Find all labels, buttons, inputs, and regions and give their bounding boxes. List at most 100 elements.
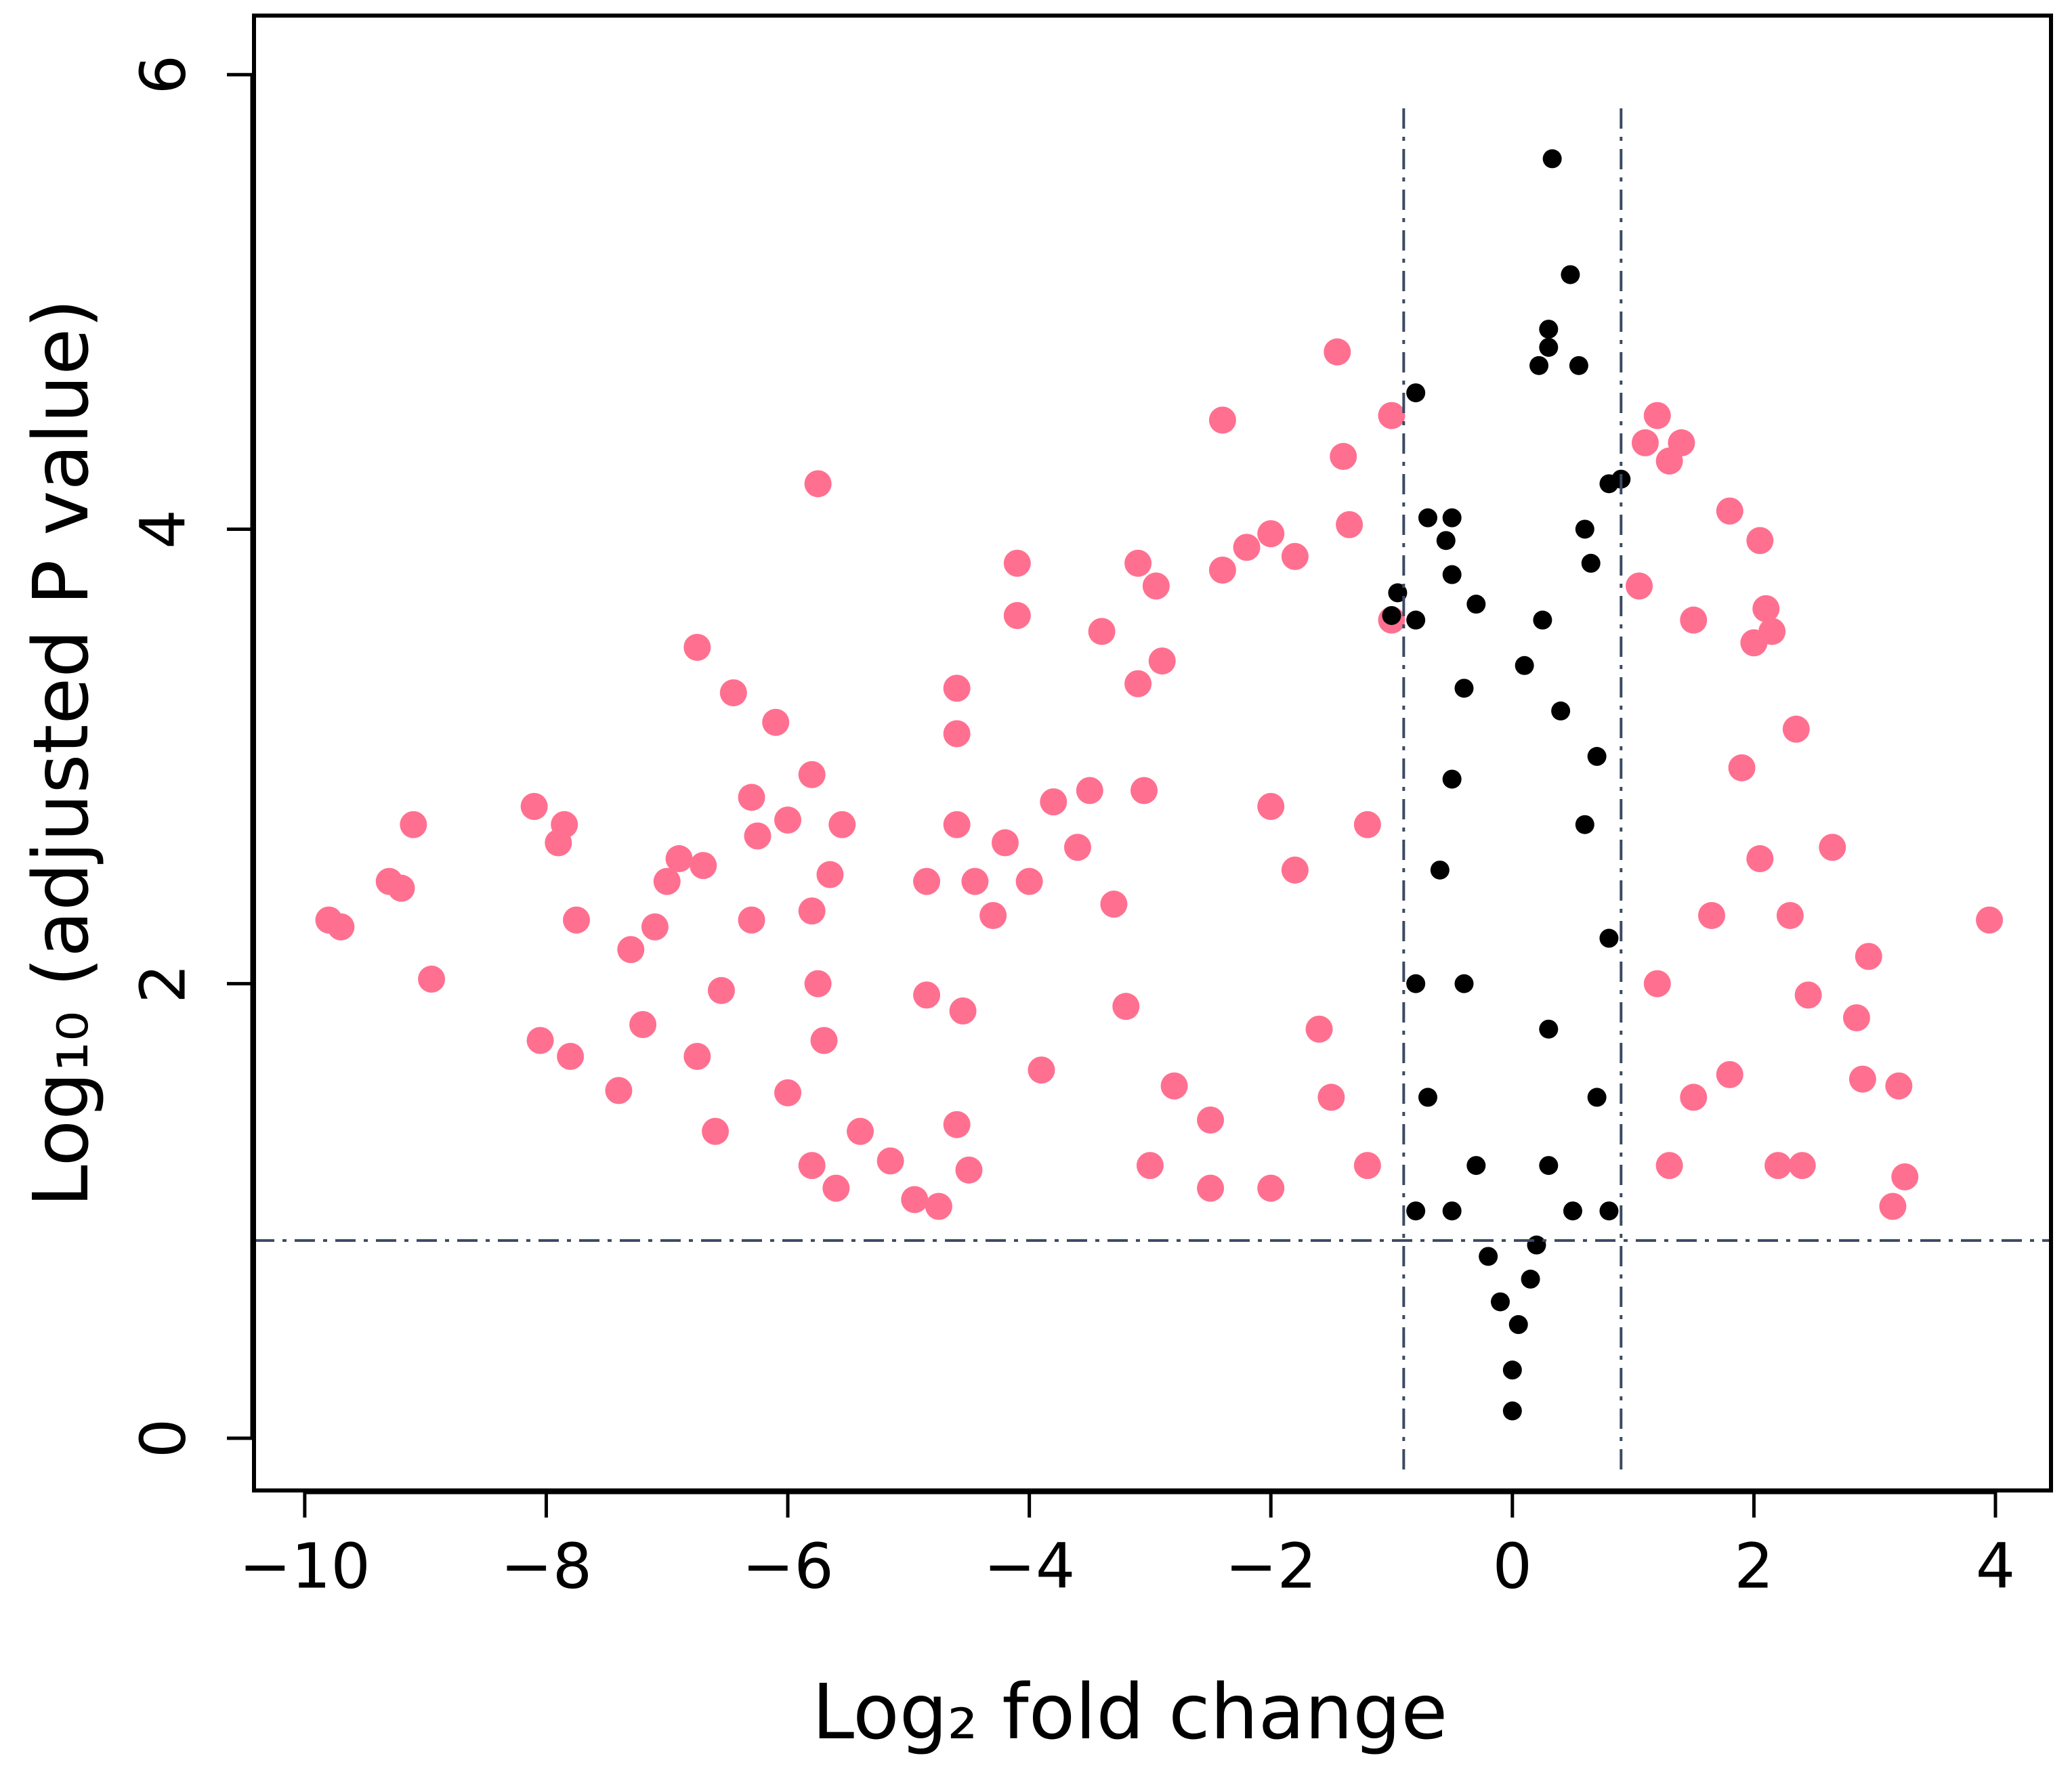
data-point (1466, 1156, 1486, 1176)
data-point (520, 792, 548, 820)
data-point (1575, 519, 1594, 539)
x-tick-label: 4 (1976, 1530, 2016, 1602)
data-point (1305, 1015, 1333, 1043)
data-point (798, 1152, 826, 1180)
data-point (1208, 406, 1236, 434)
data-point (1324, 338, 1351, 366)
data-point (847, 1117, 874, 1145)
data-point (913, 867, 941, 895)
data-point (816, 861, 844, 888)
data-point (1716, 1060, 1743, 1088)
data-point (1330, 443, 1357, 471)
data-point (1819, 834, 1846, 861)
data-point (1130, 777, 1158, 804)
data-point (804, 970, 832, 997)
data-point (617, 936, 645, 964)
data-point (979, 901, 1007, 929)
data-point (1028, 1056, 1055, 1084)
data-point (876, 1147, 904, 1175)
data-point (1406, 974, 1426, 993)
data-point (1521, 1269, 1540, 1289)
data-point (1430, 860, 1450, 880)
data-point (1015, 867, 1043, 895)
data-point (1112, 993, 1140, 1021)
data-point (1418, 1088, 1438, 1107)
data-point (1442, 1201, 1462, 1221)
data-point (707, 976, 735, 1004)
data-point (1382, 605, 1401, 625)
data-point (1502, 1360, 1522, 1380)
data-point (1353, 811, 1381, 838)
data-point (1527, 1235, 1546, 1255)
data-point (1655, 1152, 1683, 1180)
data-point (1442, 508, 1462, 528)
data-point (400, 811, 427, 838)
data-point (804, 470, 832, 498)
data-point (1466, 595, 1486, 614)
x-tick-label: −6 (742, 1530, 834, 1602)
y-tick-label: 4 (127, 509, 199, 549)
data-point (563, 906, 591, 934)
data-point (1587, 747, 1607, 767)
data-point (943, 674, 971, 702)
data-point (1479, 1247, 1498, 1266)
data-point (949, 997, 977, 1025)
data-point (1063, 834, 1091, 861)
data-point (1003, 601, 1031, 629)
data-point (1575, 815, 1594, 834)
y-axis-title: Log₁₀ (adjusted P value) (18, 299, 106, 1207)
data-point (810, 1027, 838, 1054)
x-tick-label: −4 (984, 1530, 1076, 1602)
data-point (1561, 265, 1580, 284)
data-point (1782, 715, 1810, 743)
data-point (1233, 534, 1261, 561)
data-point (1764, 1152, 1792, 1180)
data-point (1454, 679, 1474, 698)
data-point (1643, 402, 1671, 429)
x-tick-label: −10 (239, 1530, 371, 1602)
data-point (1529, 356, 1549, 375)
data-point (1197, 1106, 1225, 1134)
data-point (943, 720, 971, 748)
data-point (1040, 788, 1067, 816)
data-point (1885, 1072, 1913, 1100)
data-point (1160, 1072, 1188, 1100)
data-point (913, 981, 941, 1009)
data-point (1336, 511, 1363, 538)
y-tick-label: 0 (127, 1419, 199, 1459)
data-point (1454, 974, 1474, 993)
data-point (1257, 792, 1285, 820)
data-point (1076, 777, 1103, 804)
data-point (1502, 1401, 1522, 1421)
data-point (943, 1111, 971, 1138)
data-point (1746, 845, 1774, 873)
data-point (1891, 1163, 1919, 1190)
data-point (1378, 402, 1405, 429)
data-point (1788, 1152, 1816, 1180)
data-point (1697, 901, 1725, 929)
data-point (1353, 1152, 1381, 1180)
data-point (822, 1174, 850, 1202)
data-point (1581, 553, 1601, 573)
data-point (683, 1043, 711, 1071)
data-point (1848, 1065, 1876, 1093)
data-point (798, 897, 826, 925)
data-point (1680, 606, 1708, 634)
data-point (1442, 565, 1462, 584)
data-point (1100, 890, 1128, 918)
data-point (418, 965, 446, 993)
data-point (1418, 508, 1438, 528)
data-point (828, 811, 856, 838)
data-point (798, 760, 826, 788)
data-point (1643, 970, 1671, 997)
data-point (1124, 549, 1152, 577)
data-point (526, 1027, 554, 1054)
data-point (1728, 754, 1756, 781)
data-point (683, 633, 711, 661)
data-point (1197, 1174, 1225, 1202)
data-point (1976, 906, 2004, 934)
data-point (774, 807, 802, 834)
data-point (1406, 610, 1426, 630)
data-point (1539, 1019, 1559, 1039)
data-point (1631, 429, 1659, 456)
